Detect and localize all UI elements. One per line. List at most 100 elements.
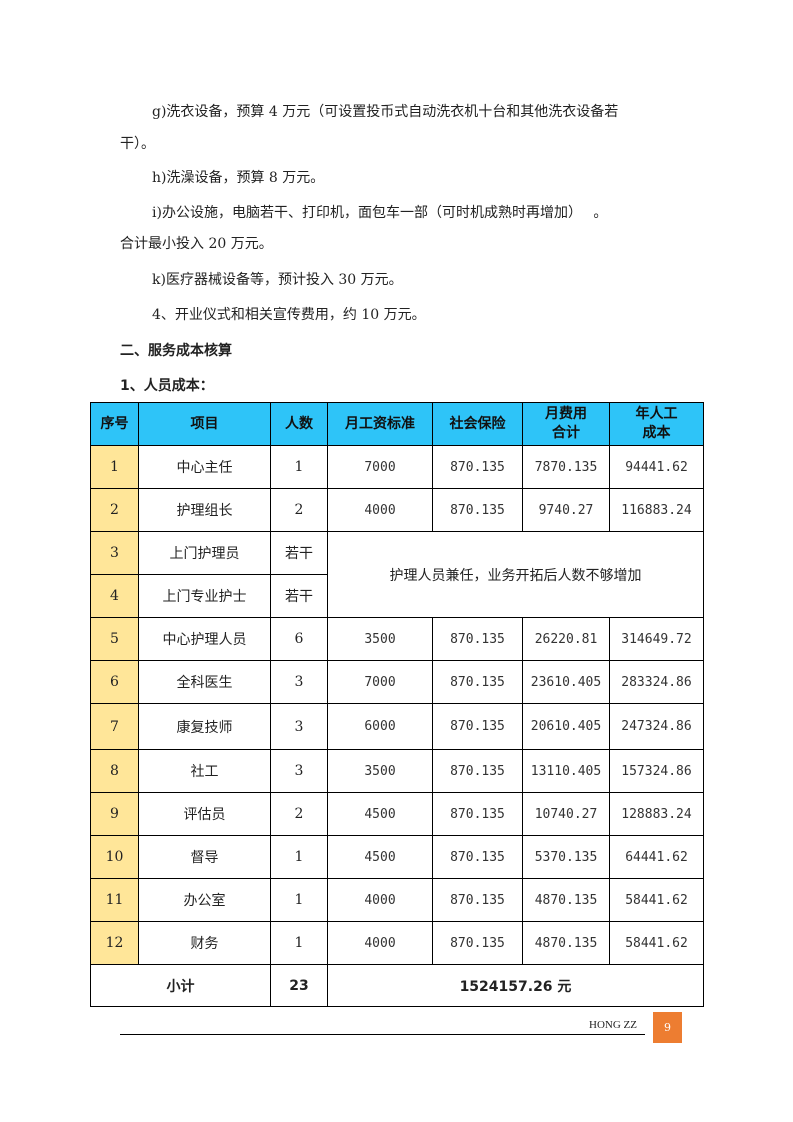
table-cell: 870.135	[432, 792, 523, 836]
table-cell: 5370.135	[522, 835, 610, 879]
table-row: 8 社工 3 3500 870.135 13110.405 157324.86	[90, 749, 704, 793]
paragraph: k)医疗器械设备等，预计投入 30 万元。	[152, 272, 403, 288]
table-cell: 247324.86	[609, 703, 704, 750]
table-cell: 58441.62	[609, 878, 704, 922]
table-cell: 7000	[327, 660, 433, 704]
paragraph: 合计最小投入 20 万元。	[120, 236, 273, 252]
table-cell: 870.135	[432, 921, 523, 965]
column-header: 序号	[90, 402, 139, 446]
total-cell: 1524157.26 元	[327, 964, 704, 1007]
table-cell: 870.135	[432, 445, 523, 489]
table-cell: 157324.86	[609, 749, 704, 793]
table-cell: 8	[90, 749, 139, 793]
table-cell: 督导	[138, 835, 271, 879]
table-cell: 社工	[138, 749, 271, 793]
table-header-row: 序号 项目 人数 月工资标准 社会保险 月费用 合计 年人工 成本	[90, 402, 704, 446]
table-cell: 4870.135	[522, 921, 610, 965]
table-cell: 3	[270, 749, 328, 793]
column-header: 年人工 成本	[609, 402, 704, 446]
table-cell: 9740.27	[522, 488, 610, 532]
table-cell: 2	[270, 792, 328, 836]
table-cell: 4500	[327, 792, 433, 836]
table-cell: 10	[90, 835, 139, 879]
table-cell: 4000	[327, 921, 433, 965]
footer-text: HONG ZZ	[589, 1019, 637, 1031]
table-cell: 13110.405	[522, 749, 610, 793]
table-row: 10 督导 1 4500 870.135 5370.135 64441.62	[90, 835, 704, 879]
table-cell: 护理组长	[138, 488, 271, 532]
total-cell: 23	[270, 964, 328, 1007]
table-cell: 9	[90, 792, 139, 836]
table-cell: 1	[270, 921, 328, 965]
table-cell: 5	[90, 617, 139, 661]
footer-divider	[120, 1034, 645, 1035]
paragraph: g)洗衣设备，预算 4 万元（可设置投币式自动洗衣机十台和其他洗衣设备若	[152, 104, 619, 120]
column-header: 人数	[270, 402, 328, 446]
table-cell: 1	[270, 878, 328, 922]
table-cell: 11	[90, 878, 139, 922]
table-cell: 7000	[327, 445, 433, 489]
table-cell: 中心主任	[138, 445, 271, 489]
table-cell: 康复技师	[138, 703, 271, 750]
table-cell: 4	[90, 574, 139, 618]
table-cell: 上门专业护士	[138, 574, 271, 618]
table-cell: 4000	[327, 878, 433, 922]
table-cell: 870.135	[432, 878, 523, 922]
table-cell: 4500	[327, 835, 433, 879]
table-cell: 6000	[327, 703, 433, 750]
table-cell: 财务	[138, 921, 271, 965]
table-row: 9 评估员 2 4500 870.135 10740.27 128883.24	[90, 792, 704, 836]
column-header: 项目	[138, 402, 271, 446]
table-cell: 58441.62	[609, 921, 704, 965]
paragraph: 干）。	[120, 136, 155, 152]
table-cell: 870.135	[432, 488, 523, 532]
merged-note-cell: 护理人员兼任，业务开拓后人数不够增加	[327, 531, 704, 618]
table-row: 6 全科医生 3 7000 870.135 23610.405 283324.86	[90, 660, 704, 704]
table-cell: 283324.86	[609, 660, 704, 704]
table-cell: 3	[90, 531, 139, 575]
table-cell: 6	[270, 617, 328, 661]
table-row: 3 上门护理员 若干 护理人员兼任，业务开拓后人数不够增加	[90, 531, 704, 618]
table-cell: 7	[90, 703, 139, 750]
table-cell: 1	[270, 445, 328, 489]
table-cell: 26220.81	[522, 617, 610, 661]
table-cell: 10740.27	[522, 792, 610, 836]
table-row: 7 康复技师 3 6000 870.135 20610.405 247324.86	[90, 703, 704, 750]
table-cell: 3	[270, 660, 328, 704]
table-cell: 116883.24	[609, 488, 704, 532]
table-cell: 314649.72	[609, 617, 704, 661]
subsection-heading: 1、人员成本：	[120, 378, 214, 394]
table-cell: 64441.62	[609, 835, 704, 879]
table-cell: 1	[90, 445, 139, 489]
table-cell: 3	[270, 703, 328, 750]
table-cell: 若干	[270, 574, 328, 618]
table-cell: 870.135	[432, 703, 523, 750]
table-cell: 中心护理人员	[138, 617, 271, 661]
table-cell: 870.135	[432, 660, 523, 704]
paragraph: i)办公设施，电脑若干、打印机，面包车一部（可时机成熟时再增加） 。	[152, 205, 608, 221]
table-row: 5 中心护理人员 6 3500 870.135 26220.81 314649.72	[90, 617, 704, 661]
personnel-cost-table: 序号 项目 人数 月工资标准 社会保险 月费用 合计 年人工 成本 1 中心主任 1 7000 87…	[90, 402, 704, 1007]
table-cell: 2	[90, 488, 139, 532]
total-cell: 小计	[90, 964, 271, 1007]
table-cell: 870.135	[432, 835, 523, 879]
table-cell: 870.135	[432, 749, 523, 793]
table-cell: 23610.405	[522, 660, 610, 704]
table-cell: 3500	[327, 749, 433, 793]
table-row: 12 财务 1 4000 870.135 4870.135 58441.62	[90, 921, 704, 965]
table-cell: 若干	[270, 531, 328, 575]
total-row: 小计 23 1524157.26 元	[90, 964, 704, 1007]
table-row: 1 中心主任 1 7000 870.135 7870.135 94441.62	[90, 445, 704, 489]
table-cell: 6	[90, 660, 139, 704]
table-cell: 全科医生	[138, 660, 271, 704]
page-number: 9	[653, 1012, 682, 1043]
table-cell: 办公室	[138, 878, 271, 922]
paragraph: 4、开业仪式和相关宣传费用，约 10 万元。	[152, 307, 426, 323]
table-cell: 94441.62	[609, 445, 704, 489]
table-cell: 128883.24	[609, 792, 704, 836]
column-header: 月工资标准	[327, 402, 433, 446]
table-row: 2 护理组长 2 4000 870.135 9740.27 116883.24	[90, 488, 704, 532]
table-cell: 4000	[327, 488, 433, 532]
table-row: 11 办公室 1 4000 870.135 4870.135 58441.62	[90, 878, 704, 922]
table-cell: 4870.135	[522, 878, 610, 922]
